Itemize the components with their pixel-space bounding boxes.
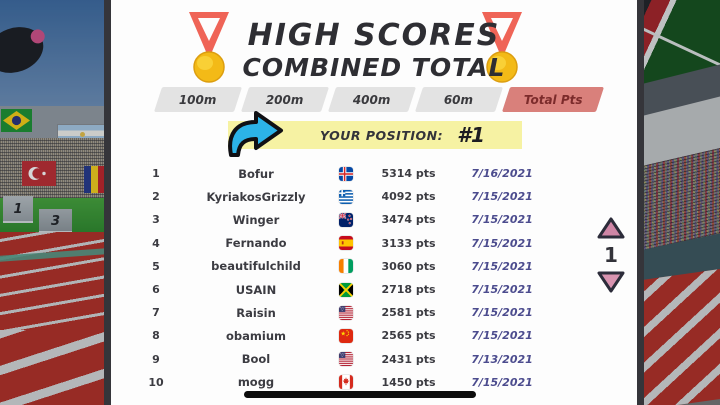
usa-flag-icon	[339, 305, 353, 320]
new-zealand-flag-icon	[339, 212, 353, 227]
leaderboard-row: 5 beautifulchild 3060 pts 7/15/2021	[111, 255, 551, 278]
page-subtitle: COMBINED TOTAL	[242, 53, 506, 82]
tab-label: 200m	[266, 92, 304, 107]
brazil-flag	[1, 109, 32, 132]
leaderboard-row: 6 USAIN 2718 pts 7/15/2021	[111, 278, 551, 301]
jamaica-flag-icon	[339, 282, 353, 297]
player-name: Bool	[241, 352, 271, 367]
curved-arrow-icon	[223, 109, 299, 157]
row-rank: 3	[152, 213, 160, 227]
row-points: 3133 pts	[381, 236, 436, 250]
row-rank: 2	[152, 190, 160, 204]
page-title: HIGH SCORES	[247, 18, 501, 53]
row-points: 2581 pts	[381, 306, 436, 320]
turkey-flag	[22, 161, 56, 186]
canada-flag-icon	[339, 375, 353, 390]
row-date: 7/15/2021	[471, 375, 533, 389]
running-track	[0, 330, 106, 405]
player-name: mogg	[237, 375, 275, 390]
pagination: 1	[595, 216, 627, 294]
tab-400m[interactable]: 400m	[327, 87, 417, 112]
high-scores-panel: HIGH SCORES COMBINED TOTAL 100m 200m 400m 6…	[104, 0, 644, 405]
background-dim-overlay	[642, 0, 720, 405]
romania-flag	[84, 166, 105, 193]
player-name: obamium	[226, 328, 286, 343]
row-points: 1450 pts	[381, 375, 436, 389]
row-rank: 5	[152, 259, 160, 273]
page-down-button[interactable]	[596, 270, 626, 294]
player-name: Fernando	[225, 236, 287, 251]
row-points: 2718 pts	[381, 283, 436, 297]
player-name: USAIN	[235, 282, 277, 297]
greece-flag-icon	[339, 189, 353, 204]
iceland-flag-icon	[339, 166, 353, 181]
ivory-coast-flag-icon	[339, 259, 353, 274]
podium-block-1: 1	[3, 196, 33, 223]
player-name: Bofur	[238, 166, 274, 181]
row-points: 5314 pts	[381, 167, 436, 181]
background-dim-overlay	[0, 0, 106, 405]
tab-label: Total Pts	[523, 92, 583, 107]
tab-total-pts[interactable]: Total Pts	[501, 87, 605, 112]
tab-label: 100m	[179, 92, 217, 107]
row-date: 7/13/2021	[471, 352, 533, 366]
running-track	[0, 232, 106, 330]
stadium-background-right	[642, 0, 720, 405]
row-rank: 4	[152, 236, 160, 250]
player-name: Winger	[232, 212, 280, 227]
podium-block-3: 3	[39, 209, 72, 233]
leaderboard-row: 4 Fernando 3133 pts 7/15/2021	[111, 232, 551, 255]
leaderboard-table: 1 Bofur 5314 pts 7/16/2021 2 KyriakosGrizzly 4…	[111, 162, 551, 394]
row-date: 7/15/2021	[471, 259, 533, 273]
usa-flag-icon	[339, 352, 353, 367]
tab-label: 400m	[353, 92, 391, 107]
player-name: beautifulchild	[211, 259, 301, 274]
spain-flag-icon	[339, 236, 353, 251]
your-position-value: #1	[457, 123, 485, 147]
row-points: 3474 pts	[381, 213, 436, 227]
row-points: 2565 pts	[381, 329, 436, 343]
row-date: 7/15/2021	[471, 236, 533, 250]
player-name: KyriakosGrizzly	[206, 189, 306, 204]
row-date: 7/15/2021	[471, 329, 533, 343]
tab-label: 60m	[444, 92, 474, 107]
row-points: 3060 pts	[381, 259, 436, 273]
your-position-label: YOUR POSITION:	[320, 127, 444, 143]
leaderboard-row: 1 Bofur 5314 pts 7/16/2021	[111, 162, 551, 185]
row-points: 4092 pts	[381, 190, 436, 204]
tab-60m[interactable]: 60m	[414, 87, 504, 112]
row-date: 7/15/2021	[471, 306, 533, 320]
row-date: 7/15/2021	[471, 213, 533, 227]
page-number: 1	[604, 243, 618, 267]
player-name: Raisin	[236, 305, 276, 320]
row-date: 7/16/2021	[471, 167, 533, 181]
row-points: 2431 pts	[381, 352, 436, 366]
leaderboard-row: 10 mogg 1450 pts 7/15/2021	[111, 371, 551, 394]
leaderboard-row: 9 Bool 2431 pts 7/13/2021	[111, 348, 551, 371]
leaderboard-row: 7 Raisin 2581 pts 7/15/2021	[111, 301, 551, 324]
row-rank: 7	[152, 306, 160, 320]
leaderboard-row: 2 KyriakosGrizzly 4092 pts 7/15/2021	[111, 185, 551, 208]
leaderboard-row: 8 obamium 2565 pts 7/15/2021	[111, 324, 551, 347]
china-flag-icon	[339, 328, 353, 343]
row-rank: 10	[148, 375, 164, 389]
stadium-background-left: 1 3	[0, 0, 106, 405]
row-date: 7/15/2021	[471, 190, 533, 204]
row-rank: 9	[152, 352, 160, 366]
bottom-divider-bar	[244, 391, 476, 398]
row-rank: 1	[152, 167, 160, 181]
row-rank: 8	[152, 329, 160, 343]
medal-icon	[185, 8, 233, 86]
medal-icon	[478, 8, 526, 86]
page-up-button[interactable]	[596, 216, 626, 240]
leaderboard-row: 3 Winger 3474 pts 7/15/2021	[111, 208, 551, 231]
row-rank: 6	[152, 283, 160, 297]
row-date: 7/15/2021	[471, 283, 533, 297]
